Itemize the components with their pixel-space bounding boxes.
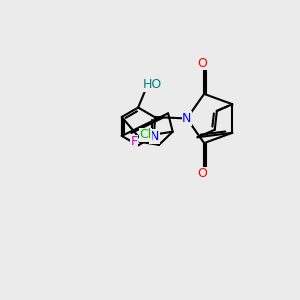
Text: HO: HO [143, 78, 162, 91]
Text: N: N [150, 130, 159, 143]
Text: O: O [198, 56, 208, 70]
Text: N: N [182, 112, 192, 125]
Text: F: F [130, 135, 138, 148]
Text: Cl: Cl [140, 128, 152, 141]
Text: O: O [198, 167, 208, 181]
